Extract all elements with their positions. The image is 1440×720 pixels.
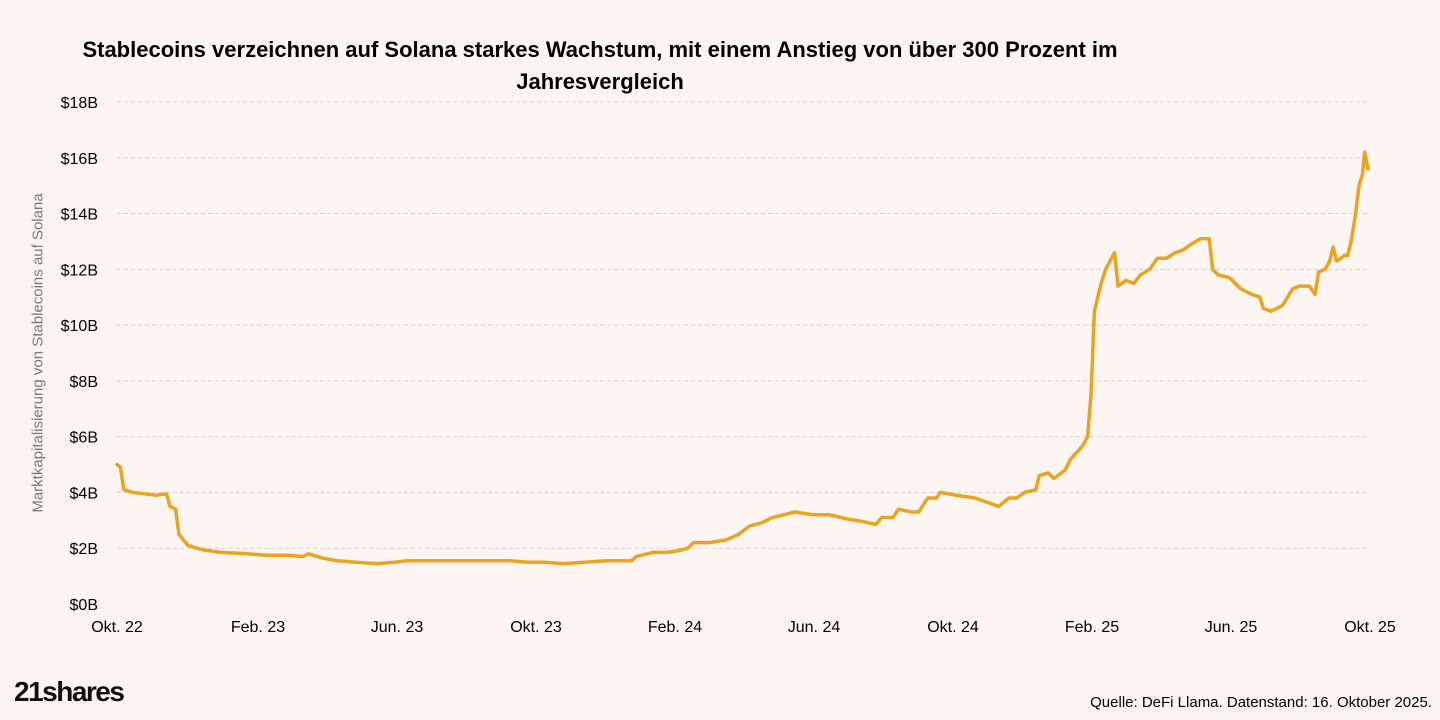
series-layer: [115, 150, 1370, 566]
x-tick-label: Okt. 22: [91, 619, 143, 636]
x-axis-ticks: Okt. 22 Feb. 23 Jun. 23 Okt. 23 Feb. 24 Jun. …: [91, 619, 1396, 636]
source-note: Quelle: DeFi Llama. Datenstand: 16. Okto…: [1090, 694, 1432, 711]
x-tick-label: Feb. 25: [1065, 619, 1119, 636]
chart-title: Stablecoins verzeichnen auf Solana stark…: [0, 34, 1200, 98]
gridlines: [117, 101, 1368, 549]
y-tick-label: $14B: [61, 207, 98, 224]
y-tick-label: $4B: [70, 485, 98, 502]
y-tick-label: $12B: [61, 262, 98, 279]
y-tick-label: $2B: [70, 541, 98, 558]
y-tick-label: $18B: [61, 95, 98, 112]
series-line: [115, 150, 1370, 566]
y-tick-label: $6B: [70, 430, 98, 447]
x-tick-label: Okt. 25: [1344, 619, 1396, 636]
x-tick-label: Okt. 23: [510, 619, 562, 636]
x-tick-label: Jun. 25: [1205, 619, 1258, 636]
x-tick-label: Jun. 24: [788, 619, 841, 636]
y-axis-ticks: $0B $2B $4B $6B $8B $10B $12B $14B $16B $18B: [61, 95, 98, 614]
x-tick-label: Feb. 24: [648, 619, 702, 636]
y-axis-title: Marktkapitalisierung von Stablecoins auf…: [29, 193, 47, 513]
y-tick-label: $10B: [61, 318, 98, 335]
y-tick-label: $0B: [70, 597, 98, 614]
x-tick-label: Jun. 23: [371, 619, 424, 636]
x-tick-label: Feb. 23: [231, 619, 285, 636]
brand-logo: 21shares: [14, 676, 125, 707]
chart-title-line-2: Jahresvergleich: [516, 69, 684, 94]
y-tick-label: $16B: [61, 151, 98, 168]
chart-title-line-1: Stablecoins verzeichnen auf Solana stark…: [82, 37, 1118, 62]
x-tick-label: Okt. 24: [927, 619, 979, 636]
y-tick-label: $8B: [70, 374, 98, 391]
